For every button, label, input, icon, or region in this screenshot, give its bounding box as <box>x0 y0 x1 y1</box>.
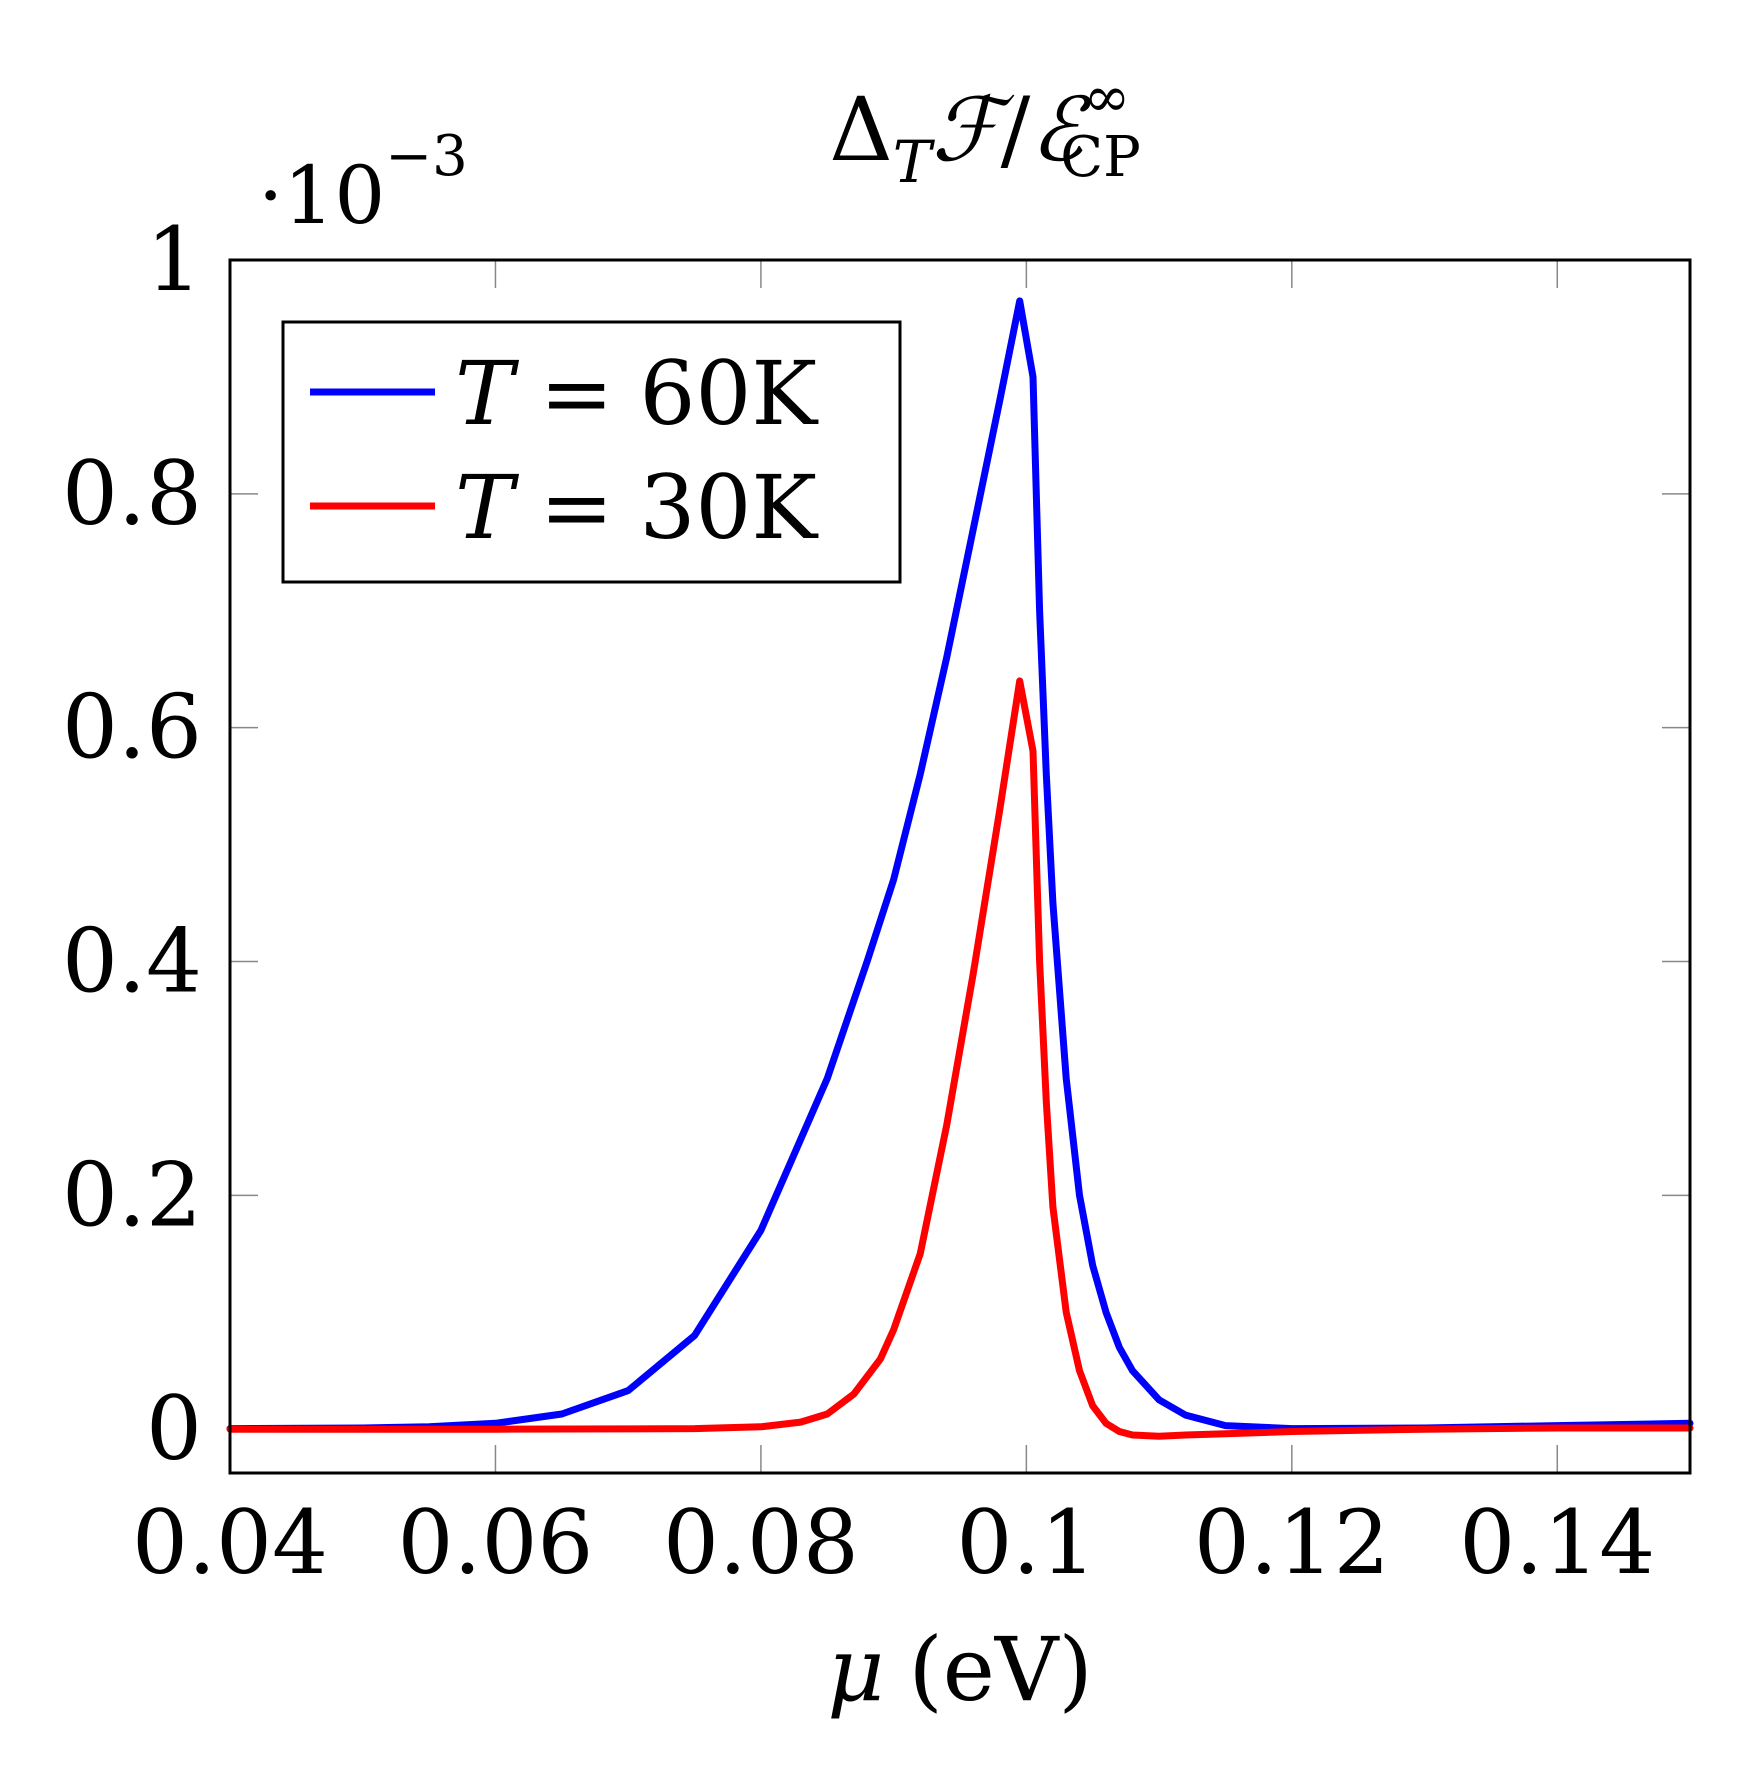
y-tick-label: 1 <box>146 208 202 311</box>
legend-label-1: T = 60K <box>455 342 819 445</box>
series-line-2 <box>226 677 1694 1440</box>
y-tick-label: 0.2 <box>62 1143 202 1246</box>
title-F: ℱ <box>931 78 1014 181</box>
x-tick-label: 0.04 <box>132 1491 328 1594</box>
legend-entries: T = 60K T = 30K <box>310 342 819 559</box>
series-line-1 <box>226 297 1694 1433</box>
y-tick-labels: 0 0.2 0.4 0.6 0.8 1 <box>62 208 202 1480</box>
x-axis-label: μ (eV) <box>827 1618 1093 1721</box>
y-tick-label: 0.6 <box>62 676 202 779</box>
x-tick-label: 0.12 <box>1194 1491 1390 1594</box>
x-axis-symbol: μ <box>827 1618 884 1721</box>
plot-frame <box>228 258 1692 1475</box>
x-axis-unit: (eV) <box>908 1618 1092 1721</box>
x-tick-label: 0.1 <box>956 1491 1096 1594</box>
y-scale-base: ·10 <box>258 149 385 242</box>
legend-box <box>281 320 902 584</box>
x-tick-label: 0.06 <box>397 1491 593 1594</box>
title-E-subscript: CP <box>1060 125 1141 190</box>
y-scale-label: ·10−3 <box>258 124 468 242</box>
y-tick-label: 0 <box>146 1377 202 1480</box>
x-tick-labels: 0.04 0.06 0.08 0.1 0.12 0.14 <box>132 1491 1655 1594</box>
title-E-superscript: ∞ <box>1084 65 1131 130</box>
legend: T = 60K T = 30K <box>281 320 902 584</box>
x-tick-label: 0.14 <box>1459 1491 1655 1594</box>
legend-label-2: T = 30K <box>455 456 819 559</box>
title-slash: / <box>1001 78 1031 181</box>
y-tick-label: 0.8 <box>62 442 202 545</box>
title-E: ℰ <box>1030 78 1091 181</box>
chart-title: ΔTℱ/ℰ∞ CP <box>829 65 1141 196</box>
title-delta: Δ <box>829 78 893 181</box>
title-delta-subscript: T <box>893 128 936 196</box>
series-lines <box>226 297 1694 1440</box>
x-tick-label: 0.08 <box>663 1491 859 1594</box>
y-tick-label: 0.4 <box>62 909 202 1012</box>
plot-area <box>226 258 1694 1475</box>
y-scale-exponent: −3 <box>385 124 468 189</box>
